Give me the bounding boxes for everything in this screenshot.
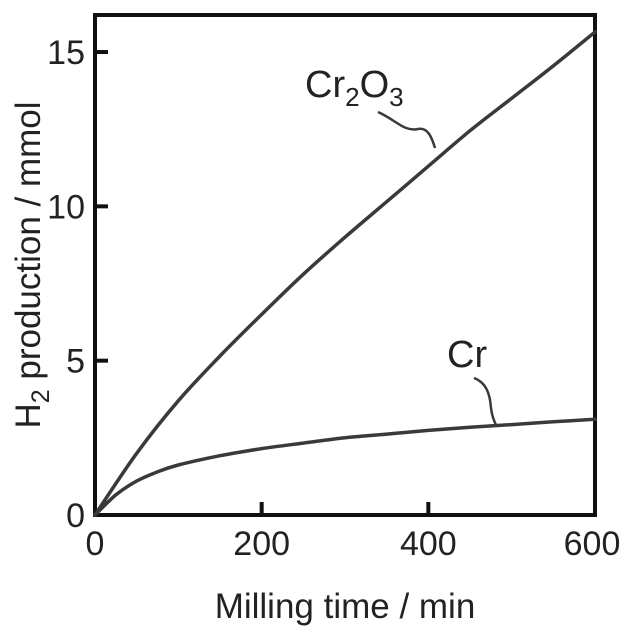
y-tick-label: 0	[66, 497, 85, 535]
y-axis-ticks: 0 5 10 15	[47, 34, 108, 535]
x-tick-label: 600	[564, 525, 621, 563]
leader-cr2o3	[378, 112, 435, 148]
x-tick-label: 0	[86, 525, 105, 563]
leader-cr	[474, 378, 496, 425]
x-tick-label: 400	[400, 525, 457, 563]
y-axis-title: H2 production / mmol	[9, 101, 55, 428]
y-tick-label: 15	[47, 34, 85, 72]
series-label-cr: Cr	[447, 334, 487, 376]
x-axis-title: Milling time / min	[215, 587, 476, 626]
x-tick-label: 200	[233, 525, 290, 563]
series-label-cr2o3: Cr2O3	[305, 64, 404, 112]
series-line-cr	[95, 419, 595, 515]
x-axis-ticks: 0 200 400 600	[86, 502, 621, 563]
y-tick-label: 10	[47, 188, 85, 226]
y-tick-label: 5	[66, 343, 85, 381]
